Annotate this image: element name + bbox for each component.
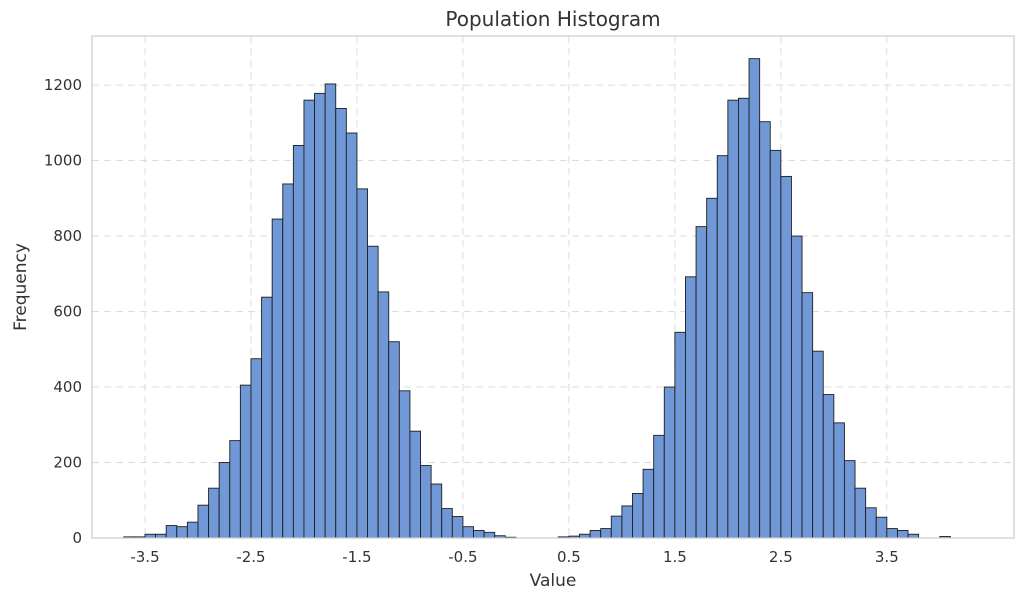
histogram-bar bbox=[398, 390, 411, 539]
histogram-bar bbox=[451, 516, 464, 539]
histogram-bar bbox=[896, 530, 909, 539]
histogram-bar bbox=[674, 331, 686, 539]
histogram-bar bbox=[854, 487, 867, 539]
histogram-bar bbox=[388, 341, 400, 539]
histogram-bar bbox=[600, 528, 612, 539]
histogram-bar bbox=[261, 296, 273, 539]
x-tick-label: -2.5 bbox=[236, 548, 265, 566]
histogram-bar bbox=[632, 493, 644, 539]
histogram-bar bbox=[663, 386, 676, 539]
histogram-bar bbox=[621, 505, 633, 539]
y-tick-label: 800 bbox=[53, 227, 82, 245]
histogram-bar bbox=[610, 515, 623, 539]
y-tick-labels: 0 200 400 600 800 1000 1200 bbox=[44, 76, 82, 547]
histogram-bar bbox=[197, 504, 210, 539]
histogram-bar bbox=[727, 99, 739, 539]
y-tick-label: 1000 bbox=[44, 152, 82, 170]
plot-frame bbox=[91, 35, 1015, 539]
histogram-bar bbox=[186, 521, 199, 539]
histogram-bar bbox=[409, 430, 421, 539]
y-tick-label: 400 bbox=[53, 378, 82, 396]
x-tick-label: 1.5 bbox=[663, 548, 687, 566]
histogram-bar bbox=[822, 394, 835, 539]
histogram-bar bbox=[589, 530, 602, 539]
histogram-bar bbox=[886, 528, 898, 539]
histogram-bar bbox=[833, 422, 845, 539]
x-tick-label: -1.5 bbox=[342, 548, 371, 566]
histogram-bar bbox=[759, 121, 771, 539]
histogram-bar bbox=[303, 99, 316, 539]
histogram-bar bbox=[738, 97, 750, 539]
histogram-bar bbox=[706, 197, 718, 539]
y-axis-label: Frequency bbox=[11, 243, 31, 331]
histogram-bar bbox=[250, 358, 263, 539]
histogram-bar bbox=[356, 188, 368, 539]
x-tick-label: 3.5 bbox=[875, 548, 899, 566]
histogram-bar bbox=[780, 175, 792, 539]
histogram-bar bbox=[314, 92, 326, 539]
histogram-bar bbox=[430, 483, 443, 539]
histogram-bar bbox=[377, 291, 390, 539]
histogram-bar bbox=[653, 434, 665, 539]
histogram-bar bbox=[769, 149, 782, 539]
histogram-bar bbox=[208, 487, 220, 539]
grid-lines bbox=[92, 36, 1014, 539]
histogram-bar bbox=[335, 108, 347, 539]
histogram-bar bbox=[695, 226, 708, 539]
histogram-bar bbox=[685, 276, 697, 539]
histogram-bar bbox=[292, 145, 305, 539]
histogram-bar bbox=[716, 155, 729, 539]
x-axis-label: Value bbox=[530, 571, 577, 591]
histogram-bar bbox=[473, 530, 485, 539]
histogram-bar bbox=[229, 440, 241, 539]
histogram-bar bbox=[367, 245, 379, 539]
histogram-bar bbox=[843, 460, 856, 539]
histogram-bar bbox=[462, 526, 474, 539]
histogram-bar bbox=[865, 507, 877, 539]
histogram-bar bbox=[483, 531, 496, 539]
histogram-bar bbox=[282, 183, 294, 539]
histogram-bars bbox=[123, 58, 951, 539]
histogram-bar bbox=[441, 508, 453, 539]
x-tick-labels: -3.5 -2.5 -1.5 -0.5 0.5 1.5 2.5 3.5 bbox=[130, 548, 898, 566]
histogram-bar bbox=[239, 384, 252, 539]
histogram-bar bbox=[420, 465, 432, 539]
histogram-bar bbox=[748, 58, 761, 539]
y-tick-label: 600 bbox=[53, 303, 82, 321]
x-tick-label: 0.5 bbox=[557, 548, 581, 566]
histogram-bar bbox=[324, 83, 337, 539]
histogram-bar bbox=[176, 526, 188, 539]
histogram-bar bbox=[812, 350, 824, 539]
histogram-bar bbox=[218, 462, 231, 539]
histogram-bar bbox=[271, 218, 284, 539]
histogram-bar bbox=[642, 468, 655, 539]
y-tick-label: 0 bbox=[72, 529, 82, 547]
histogram-bar bbox=[875, 516, 888, 539]
histogram-bar bbox=[165, 525, 178, 539]
histogram-bar bbox=[345, 132, 358, 539]
y-tick-label: 1200 bbox=[44, 76, 82, 94]
y-tick-label: 200 bbox=[53, 454, 82, 472]
histogram-bar bbox=[790, 235, 803, 539]
x-tick-label: 2.5 bbox=[769, 548, 793, 566]
x-tick-label: -3.5 bbox=[130, 548, 159, 566]
x-tick-label: -0.5 bbox=[448, 548, 477, 566]
chart-title: Population Histogram bbox=[445, 7, 660, 31]
histogram-bar bbox=[801, 292, 814, 539]
